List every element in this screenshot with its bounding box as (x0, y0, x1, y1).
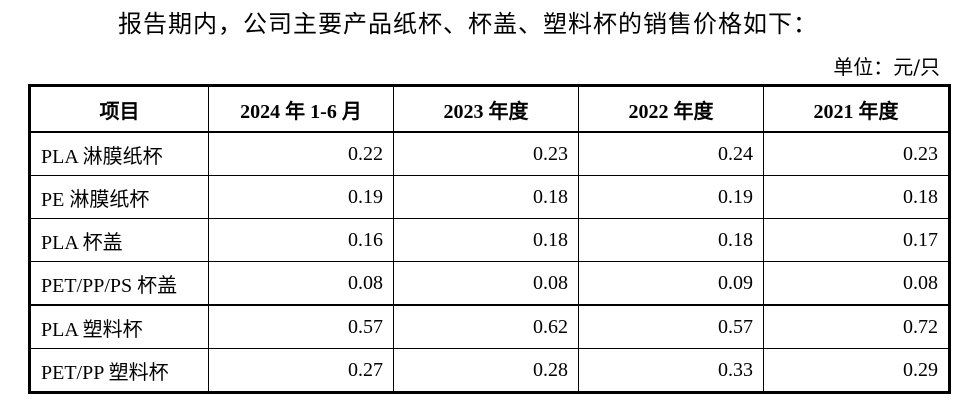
row-name: PET/PP 塑料杯 (30, 348, 209, 392)
cell-value: 0.08 (393, 261, 579, 306)
cell-value: 0.18 (763, 175, 949, 219)
cell-value: 0.57 (578, 304, 764, 349)
cell-value: 0.18 (393, 218, 579, 262)
row-name: PLA 塑料杯 (30, 304, 209, 349)
header-2021: 2021 年度 (763, 86, 949, 133)
cell-value: 0.18 (393, 175, 579, 219)
cell-value: 0.28 (393, 348, 579, 392)
cell-value: 0.72 (763, 304, 949, 349)
table-row: PLA 杯盖 0.16 0.18 0.18 0.17 (30, 218, 949, 262)
table-header-row: 项目 2024 年 1-6 月 2023 年度 2022 年度 2021 年度 (30, 86, 949, 133)
cell-value: 0.29 (763, 348, 949, 392)
cell-value: 0.24 (578, 131, 764, 176)
cell-value: 0.33 (578, 348, 764, 392)
cell-value: 0.22 (208, 131, 394, 176)
cell-value: 0.17 (763, 218, 949, 262)
header-2024-h1: 2024 年 1-6 月 (208, 86, 394, 133)
cell-value: 0.27 (208, 348, 394, 392)
cell-value: 0.08 (763, 261, 949, 306)
unit-label: 单位：元/只 (833, 55, 940, 79)
row-name: PE 淋膜纸杯 (30, 175, 209, 219)
cell-value: 0.18 (578, 218, 764, 262)
cell-value: 0.19 (208, 175, 394, 219)
header-item: 项目 (30, 86, 209, 133)
cell-value: 0.23 (393, 131, 579, 176)
header-2023: 2023 年度 (393, 86, 579, 133)
header-2022: 2022 年度 (578, 86, 764, 133)
cell-value: 0.23 (763, 131, 949, 176)
table-row: PE 淋膜纸杯 0.19 0.18 0.19 0.18 (30, 175, 949, 219)
cell-value: 0.09 (578, 261, 764, 306)
cell-value: 0.19 (578, 175, 764, 219)
cell-value: 0.62 (393, 304, 579, 349)
intro-paragraph: 报告期内，公司主要产品纸杯、杯盖、塑料杯的销售价格如下： (118, 10, 818, 38)
table-row: PLA 塑料杯 0.57 0.62 0.57 0.72 (30, 304, 949, 349)
cell-value: 0.16 (208, 218, 394, 262)
cell-value: 0.08 (208, 261, 394, 306)
row-name: PET/PP/PS 杯盖 (30, 261, 209, 306)
cell-value: 0.57 (208, 304, 394, 349)
table-row: PLA 淋膜纸杯 0.22 0.23 0.24 0.23 (30, 131, 949, 176)
price-table: 项目 2024 年 1-6 月 2023 年度 2022 年度 2021 年度 … (28, 84, 951, 394)
table-row: PET/PP/PS 杯盖 0.08 0.08 0.09 0.08 (30, 261, 949, 306)
table-row: PET/PP 塑料杯 0.27 0.28 0.33 0.29 (30, 348, 949, 392)
row-name: PLA 杯盖 (30, 218, 209, 262)
row-name: PLA 淋膜纸杯 (30, 131, 209, 176)
